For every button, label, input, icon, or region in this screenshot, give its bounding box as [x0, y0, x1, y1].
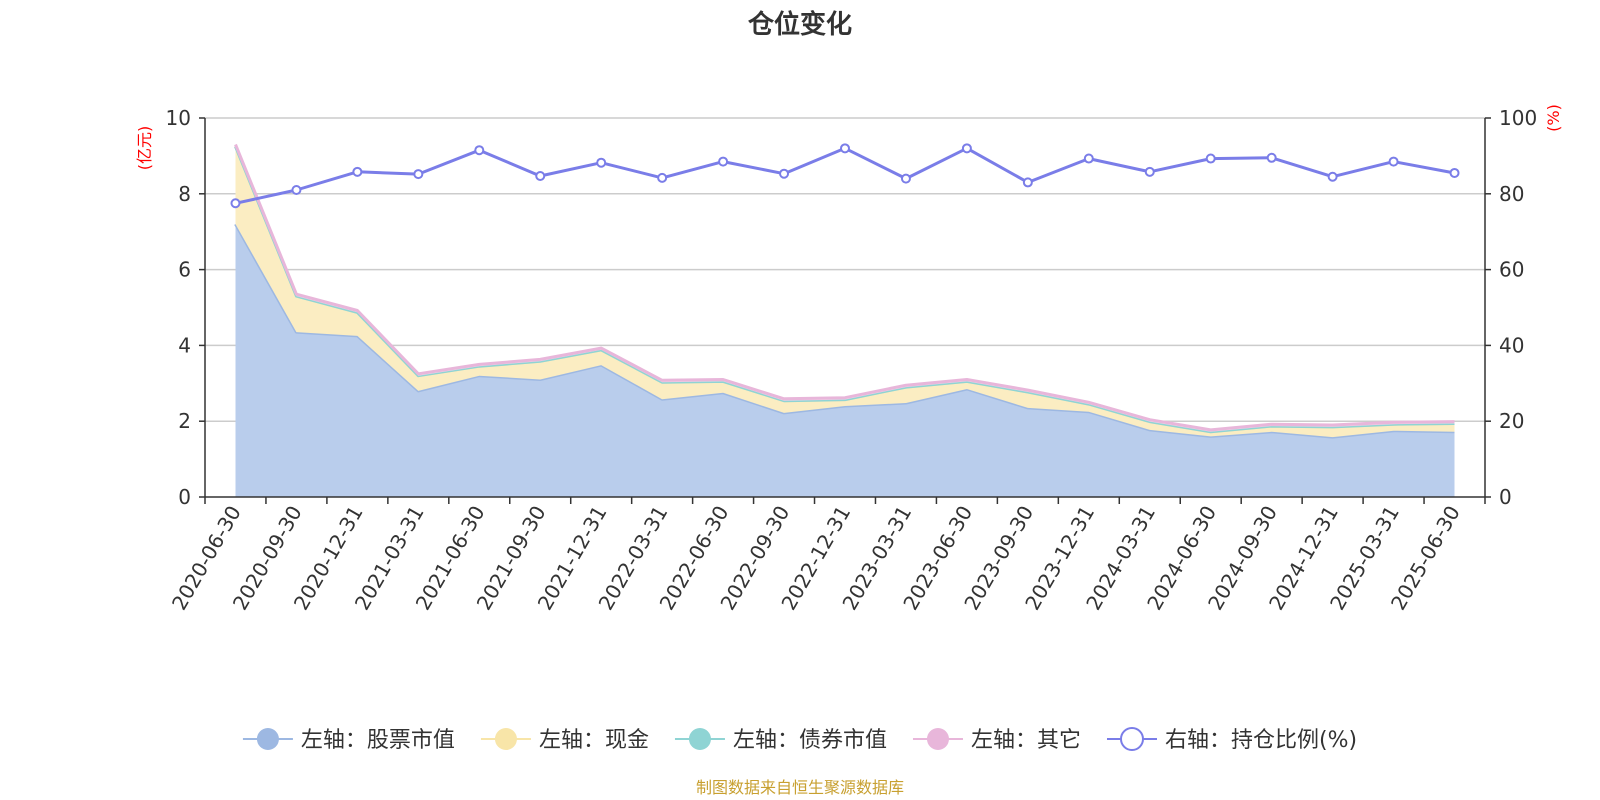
legend-label: 右轴：持仓比例(%)	[1165, 728, 1357, 753]
right-axis-tick-label: 20	[1499, 409, 1524, 433]
holding-ratio-point	[779, 168, 790, 179]
legend-label: 左轴：债券市值	[733, 728, 887, 753]
holding-ratio-point	[1449, 167, 1460, 178]
holding-ratio-point	[596, 157, 607, 168]
legend-marker	[688, 728, 711, 750]
legend-item: 左轴：现金	[480, 728, 649, 753]
holding-ratio-point	[961, 143, 972, 154]
holding-ratio-point	[718, 156, 729, 167]
right-axis-unit: (%)	[1544, 104, 1563, 132]
holding-ratio-series	[230, 143, 1460, 209]
grid-lines	[205, 117, 1485, 422]
holding-ratio-point	[291, 185, 302, 196]
legend-marker	[494, 728, 517, 750]
chart-title: 仓位变化	[747, 9, 852, 40]
left-axis-tick-label: 10	[166, 106, 191, 130]
holding-ratio-point	[840, 143, 850, 154]
area-fill	[235, 224, 1455, 497]
holding-ratio-point	[1266, 152, 1277, 163]
legend-item: 左轴：股票市值	[242, 728, 455, 753]
data-source-note: 制图数据来自恒生聚源数据库	[696, 778, 904, 797]
holding-ratio-point	[900, 173, 911, 184]
right-axis-tick-label: 80	[1499, 182, 1524, 206]
legend-item: 左轴：债券市值	[674, 728, 887, 753]
legend: 左轴：股票市值 左轴：现金 左轴：债券市值 左轴：其它 右轴：持仓比例(%)	[242, 727, 1357, 753]
left-axis-tick-label: 0	[178, 485, 191, 509]
holding-ratio-point	[352, 166, 363, 177]
left-axis-tick-label: 6	[178, 258, 191, 282]
left-axis-tick-label: 8	[178, 182, 191, 206]
holding-ratio-point	[1388, 156, 1399, 167]
legend-marker	[926, 728, 949, 750]
left-axis-unit: (亿元)	[135, 126, 154, 171]
legend-label: 左轴：股票市值	[301, 728, 455, 753]
legend-marker	[256, 728, 279, 750]
holding-ratio-point	[1205, 153, 1216, 164]
legend-label: 左轴：现金	[539, 728, 649, 753]
area-fill	[235, 146, 1455, 438]
holding-ratio-point	[535, 170, 546, 181]
holding-ratio-point	[1083, 153, 1094, 164]
right-axis-tick-label: 0	[1499, 485, 1512, 509]
holding-ratio-point	[1144, 166, 1155, 177]
right-axis-tick-label: 60	[1499, 258, 1524, 282]
left-axis-tick-label: 4	[178, 333, 191, 357]
legend-marker	[1119, 727, 1144, 751]
area-top-line	[234, 143, 1455, 432]
holding-ratio-point	[1327, 171, 1338, 182]
holding-ratio-point	[413, 169, 424, 180]
holding-ratio-point	[230, 198, 241, 209]
legend-item: 左轴：其它	[912, 728, 1081, 753]
stacked-areas	[234, 143, 1455, 497]
legend-label: 左轴：其它	[971, 728, 1081, 753]
legend-item: 右轴：持仓比例(%)	[1106, 727, 1357, 753]
holding-ratio-point	[657, 172, 668, 183]
holding-ratio-point	[474, 145, 485, 156]
right-axis-tick-label: 40	[1499, 333, 1524, 357]
right-axis-tick-label: 100	[1499, 106, 1537, 130]
left-axis-tick-label: 2	[178, 409, 191, 433]
holding-ratio-point	[1022, 177, 1033, 188]
